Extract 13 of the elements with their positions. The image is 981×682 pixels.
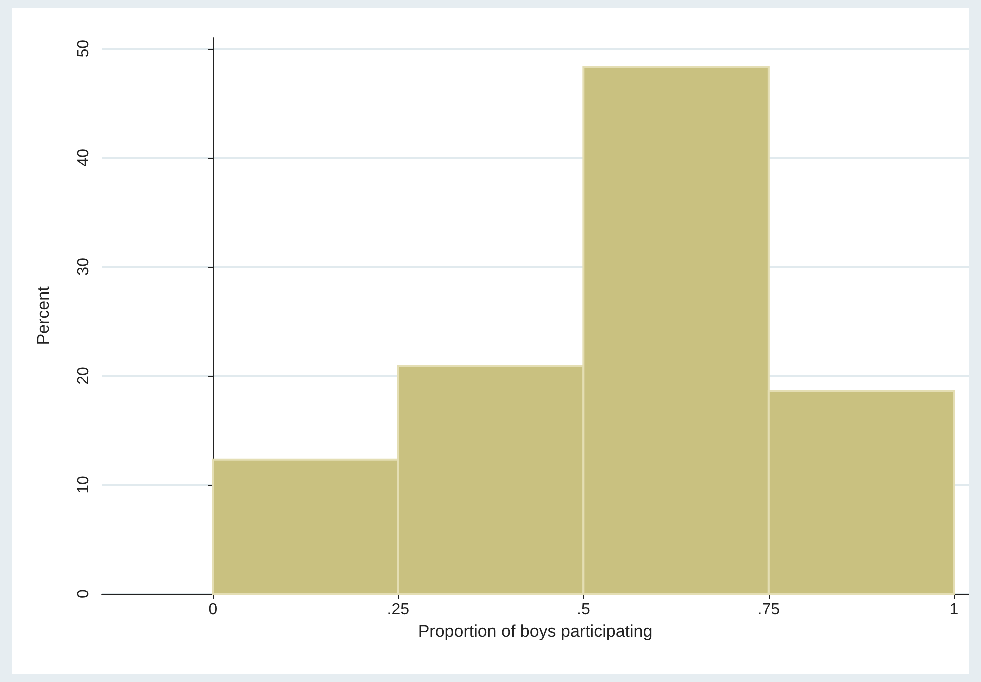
- y-tick-label: 10: [76, 476, 92, 494]
- x-tick-label: .75: [758, 602, 780, 618]
- y-tick-label: 30: [76, 258, 92, 276]
- x-tick-label: 1: [950, 602, 959, 618]
- x-axis-title: Proportion of boys participating: [418, 622, 653, 641]
- y-tick-label: 50: [76, 40, 92, 58]
- y-tick-label: 20: [76, 366, 92, 385]
- x-tick-label: .5: [576, 602, 590, 618]
- x-tick-label: 0: [208, 602, 218, 618]
- x-tick-label: .25: [387, 602, 410, 618]
- y-tick-label: 40: [76, 148, 92, 167]
- y-axis-title: Percent: [34, 286, 53, 346]
- y-tick-label: 0: [76, 589, 92, 598]
